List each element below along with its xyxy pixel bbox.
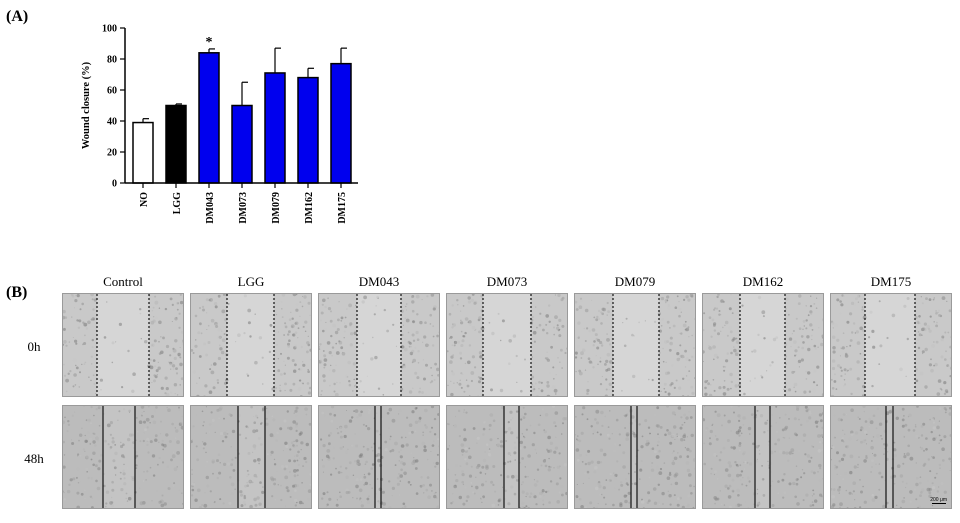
micrograph-dm175-48h: 200 μm xyxy=(830,405,952,509)
y-axis-title: Wound closure (%) xyxy=(81,61,92,149)
column-label: Control xyxy=(103,274,143,289)
micrograph-control-48h xyxy=(62,405,184,509)
bar-dm073 xyxy=(231,104,253,184)
x-tick-label: NO xyxy=(139,192,150,207)
micrograph-dm162-48h xyxy=(702,405,824,509)
y-tick-label: 100 xyxy=(102,24,117,35)
bar-dm079 xyxy=(264,72,286,184)
x-tick-label: DM175 xyxy=(337,192,348,224)
row-label: 48h xyxy=(24,451,44,466)
row-label: 0h xyxy=(27,339,41,354)
bar-lgg xyxy=(165,104,187,184)
bars: * xyxy=(132,35,352,184)
bar-dm162 xyxy=(297,76,319,184)
micrograph-dm073-48h xyxy=(446,405,568,509)
y-tick-label: 20 xyxy=(107,148,117,159)
micrograph-dm175-0h xyxy=(830,293,952,397)
x-axis: NO LGG DM043 DM073 DM079 DM162 DM175 xyxy=(125,182,358,224)
x-tick-label: DM043 xyxy=(205,192,216,224)
column-label: DM043 xyxy=(358,274,400,289)
micrograph-dm162-0h xyxy=(702,293,824,397)
wound-closure-bar-chart: 0 20 40 60 80 100 Wound closure (%) * NO LGG DM0… xyxy=(81,24,358,224)
panel-a-label: (A) xyxy=(6,8,29,25)
x-tick-label: DM162 xyxy=(304,192,315,224)
micrograph-dm073-0h xyxy=(446,293,568,397)
micrograph-dm079-48h xyxy=(574,405,696,509)
panel-b-label: (B) xyxy=(6,284,28,301)
micrograph-lgg-48h xyxy=(190,405,312,509)
bar-no xyxy=(132,121,154,184)
y-tick-label: 60 xyxy=(107,86,117,97)
x-tick-label: LGG xyxy=(172,192,183,214)
x-tick-label: DM079 xyxy=(271,192,282,224)
significance-marker: * xyxy=(206,35,213,50)
bar-dm175 xyxy=(330,62,352,184)
bar-dm043 xyxy=(198,52,220,184)
micrograph-dm079-0h xyxy=(574,293,696,397)
scale-bar: 200 μm xyxy=(930,496,947,504)
y-tick-label: 0 xyxy=(112,179,117,190)
column-label: DM073 xyxy=(486,274,528,289)
column-label: DM175 xyxy=(870,274,912,289)
y-axis: 0 20 40 60 80 100 Wound closure (%) xyxy=(81,24,126,190)
x-tick-label: DM073 xyxy=(238,192,249,224)
micrograph-control-0h xyxy=(62,293,184,397)
column-label: DM162 xyxy=(742,274,784,289)
column-label: LGG xyxy=(237,274,265,289)
micrograph-dm043-48h xyxy=(318,405,440,509)
micrograph-lgg-0h xyxy=(190,293,312,397)
y-tick-label: 40 xyxy=(107,117,117,128)
micrograph-dm043-0h xyxy=(318,293,440,397)
column-label: DM079 xyxy=(614,274,656,289)
y-tick-label: 80 xyxy=(107,55,117,66)
